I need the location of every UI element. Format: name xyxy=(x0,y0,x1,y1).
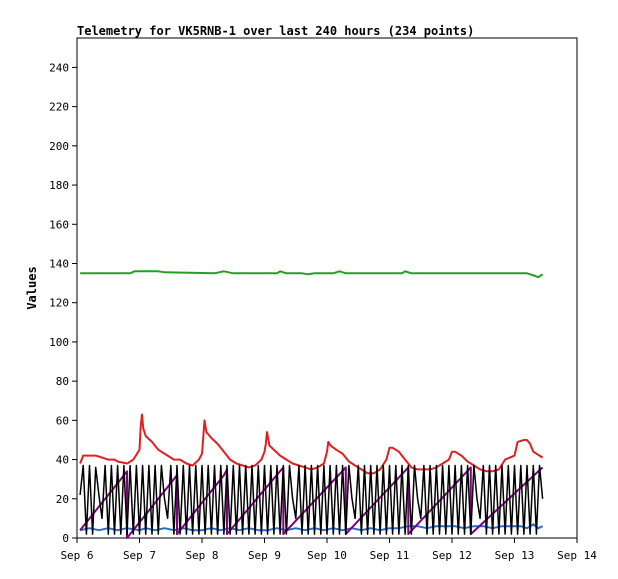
x-tick-label: Sep 14 xyxy=(557,549,597,562)
y-tick-label: 200 xyxy=(49,140,69,153)
x-tick-label: Sep 9 xyxy=(248,549,281,562)
x-tick-label: Sep 7 xyxy=(123,549,156,562)
y-tick-label: 180 xyxy=(49,179,69,192)
y-tick-label: 240 xyxy=(49,61,69,74)
y-tick-label: 140 xyxy=(49,257,69,270)
series-line-5 xyxy=(79,464,544,535)
y-tick-label: 220 xyxy=(49,101,69,114)
y-tick-label: 160 xyxy=(49,218,69,231)
x-tick-label: Sep 12 xyxy=(432,549,472,562)
x-tick-label: Sep 8 xyxy=(185,549,218,562)
series-line-2 xyxy=(79,413,544,475)
series-line-1 xyxy=(80,270,544,279)
x-tick-label: Sep 13 xyxy=(495,549,535,562)
y-tick-label: 40 xyxy=(56,454,69,467)
y-tick-label: 80 xyxy=(56,375,69,388)
series-line-4 xyxy=(79,466,544,539)
x-tick-label: Sep 10 xyxy=(307,549,347,562)
x-axis: Sep 6 Sep 7 Sep 8 Sep 9 Sep 10 Sep 11 Sep 12 Se… xyxy=(60,538,597,562)
chart-title: Telemetry for VK5RNB-1 over last 240 hou… xyxy=(77,24,474,38)
y-tick-label: 100 xyxy=(49,336,69,349)
series-layer xyxy=(79,270,544,539)
series-line-3 xyxy=(79,523,544,532)
y-axis: 0 20 40 60 80 100 120 140 160 180 200 220 240 xyxy=(49,61,77,545)
x-tick-label: Sep 11 xyxy=(370,549,410,562)
y-tick-label: 60 xyxy=(56,414,69,427)
y-tick-label: 0 xyxy=(62,532,69,545)
y-tick-label: 20 xyxy=(56,493,69,506)
y-axis-label: Values xyxy=(25,266,39,309)
x-tick-label: Sep 6 xyxy=(60,549,93,562)
y-tick-label: 120 xyxy=(49,297,69,310)
